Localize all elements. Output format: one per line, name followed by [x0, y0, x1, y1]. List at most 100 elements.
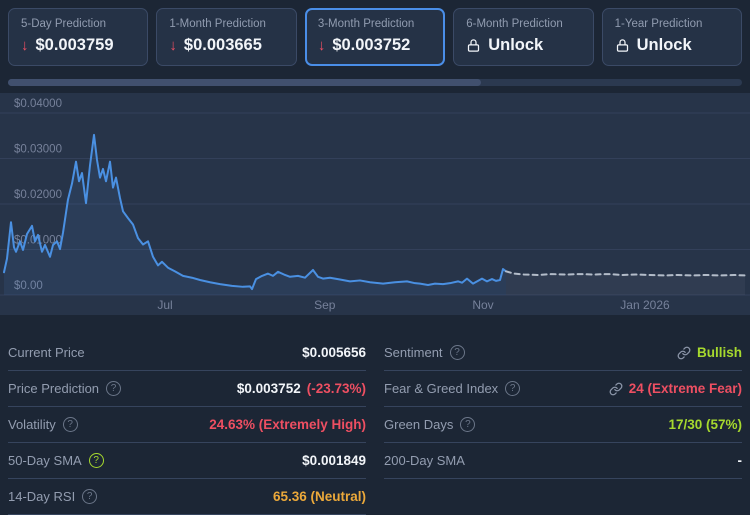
stat-value-part: 17/30 (57%) [668, 417, 742, 432]
x-axis-tick-label: Nov [472, 298, 493, 312]
prediction-section: 5-Day Prediction ↓ $0.003759 1-Month Predic… [0, 0, 750, 86]
y-axis-tick-label: $0.03000 [14, 144, 62, 156]
stat-value-part: 65.36 (Neutral) [272, 489, 366, 504]
stat-value: 65.36 (Neutral) [273, 489, 366, 504]
stat-row-fear-greed-index: Fear & Greed Index? 24 (Extreme Fear) [384, 371, 742, 407]
stat-value-part: (-23.73%) [306, 381, 366, 396]
prediction-card-5-day-prediction[interactable]: 5-Day Prediction ↓ $0.003759 [8, 8, 149, 66]
stat-label-text: 50-Day SMA [8, 453, 82, 468]
stats-table: Current Price $0.005656 Price Prediction? $… [0, 335, 750, 515]
stat-label: Sentiment? [384, 345, 465, 360]
stat-label-text: 14-Day RSI [8, 489, 76, 504]
stat-row-green-days: Green Days? 17/30 (57%) [384, 407, 742, 443]
link-icon[interactable] [609, 382, 623, 396]
x-axis-tick-label: Sep [314, 298, 336, 312]
prediction-area [506, 271, 745, 295]
stat-label: Green Days? [384, 417, 476, 432]
prediction-card-6-month-prediction[interactable]: 6-Month Prediction Unlock [453, 8, 594, 66]
prediction-line [505, 270, 746, 277]
prediction-card-1-year-prediction[interactable]: 1-Year Prediction Unlock [601, 8, 743, 66]
horizontal-scrollbar[interactable] [8, 79, 742, 86]
down-arrow-icon: ↓ [21, 36, 29, 54]
stat-value: $0.003752 (-23.73%) [237, 381, 366, 396]
card-value-text: $0.003759 [35, 36, 114, 54]
card-title: 1-Year Prediction [614, 18, 703, 30]
card-title: 5-Day Prediction [21, 18, 107, 30]
stat-label-text: 200-Day SMA [384, 453, 465, 468]
y-axis-tick-label: $0.04000 [14, 98, 62, 110]
card-value-text: Unlock [488, 36, 544, 54]
stats-column-right: Sentiment? Bullish Fear & Greed Index? 24 (… [384, 335, 742, 515]
stat-value-part: 24.63% (Extremely High) [209, 417, 366, 432]
card-value: ↓ $0.003759 [21, 37, 135, 54]
stat-row-200-day-sma: 200-Day SMA - [384, 443, 742, 479]
help-icon[interactable]: ? [460, 417, 476, 432]
card-value: Unlock [615, 37, 729, 54]
help-icon[interactable]: ? [62, 417, 78, 432]
stat-value: 24.63% (Extremely High) [209, 417, 366, 432]
prediction-card-1-month-prediction[interactable]: 1-Month Prediction ↓ $0.003665 [156, 8, 297, 66]
stat-label: Price Prediction? [8, 381, 122, 396]
x-axis-tick-label: Jul [157, 298, 172, 312]
card-value: Unlock [466, 37, 580, 54]
stat-value: - [738, 453, 743, 468]
prediction-cards: 5-Day Prediction ↓ $0.003759 1-Month Predic… [8, 8, 743, 66]
help-icon[interactable]: ? [88, 453, 104, 468]
stat-value-part: $0.003752 [236, 381, 301, 396]
stat-label: 14-Day RSI? [8, 489, 98, 504]
stat-label: 200-Day SMA [384, 453, 465, 468]
stat-row-sentiment: Sentiment? Bullish [384, 335, 742, 371]
stat-label-text: Price Prediction [8, 381, 100, 396]
stat-value[interactable]: Bullish [677, 345, 742, 360]
stats-column-left: Current Price $0.005656 Price Prediction? $… [8, 335, 366, 515]
stat-label-text: Volatility [8, 417, 56, 432]
card-value-text: $0.003665 [183, 36, 262, 54]
stat-value: 17/30 (57%) [668, 417, 742, 432]
stat-row-price-prediction: Price Prediction? $0.003752 (-23.73%) [8, 371, 366, 407]
help-icon[interactable]: ? [449, 345, 465, 360]
stat-value-part: $0.001849 [302, 453, 366, 468]
y-axis-tick-label: $0.02000 [14, 189, 62, 201]
stat-value-part[interactable]: 24 (Extreme Fear) [628, 381, 742, 396]
card-value: ↓ $0.003752 [318, 37, 432, 54]
stat-label: Current Price [8, 345, 85, 360]
card-value: ↓ $0.003665 [169, 37, 283, 54]
stat-row-volatility: Volatility? 24.63% (Extremely High) [8, 407, 366, 443]
help-icon[interactable]: ? [106, 381, 122, 396]
help-icon[interactable]: ? [82, 489, 98, 504]
down-arrow-icon: ↓ [169, 36, 177, 54]
historical-price-line [3, 133, 507, 291]
stat-label-text: Sentiment [384, 345, 443, 360]
stat-value-part: - [737, 453, 743, 468]
prediction-card-3-month-prediction[interactable]: 3-Month Prediction ↓ $0.003752 [304, 8, 446, 66]
stat-label: Volatility? [8, 417, 78, 432]
stat-label: 50-Day SMA? [8, 453, 104, 468]
stat-row-current-price: Current Price $0.005656 [8, 335, 366, 371]
historical-price-area [4, 134, 506, 295]
stat-row-14-day-rsi: 14-Day RSI? 65.36 (Neutral) [8, 479, 366, 515]
stat-value: $0.005656 [302, 345, 366, 360]
card-value-text: Unlock [636, 36, 692, 54]
stat-label: Fear & Greed Index? [384, 381, 521, 396]
lock-icon [615, 38, 630, 53]
stat-value: $0.001849 [302, 453, 366, 468]
chart-canvas[interactable]: $0.04000$0.03000$0.02000$0.01000$0.00Jul… [0, 93, 750, 315]
stat-value-part[interactable]: Bullish [696, 345, 742, 360]
x-axis-tick-label: Jan 2026 [620, 298, 670, 312]
card-title: 6-Month Prediction [466, 18, 563, 30]
y-axis-tick-label: $0.00 [14, 280, 43, 292]
stat-label-text: Fear & Greed Index [384, 381, 499, 396]
stat-value-part: $0.005656 [302, 345, 366, 360]
card-title: 3-Month Prediction [317, 18, 415, 30]
link-icon[interactable] [677, 346, 691, 360]
stat-value[interactable]: 24 (Extreme Fear) [609, 381, 742, 396]
scrollbar-thumb[interactable] [8, 79, 482, 86]
lock-icon [466, 38, 481, 53]
help-icon[interactable]: ? [505, 381, 521, 396]
price-chart[interactable]: $0.04000$0.03000$0.02000$0.01000$0.00Jul… [0, 93, 750, 315]
stat-label-text: Green Days [384, 417, 454, 432]
stat-row-50-day-sma: 50-Day SMA? $0.001849 [8, 443, 366, 479]
down-arrow-icon: ↓ [317, 36, 326, 54]
card-value-text: $0.003752 [332, 36, 411, 54]
stat-label-text: Current Price [8, 345, 85, 360]
